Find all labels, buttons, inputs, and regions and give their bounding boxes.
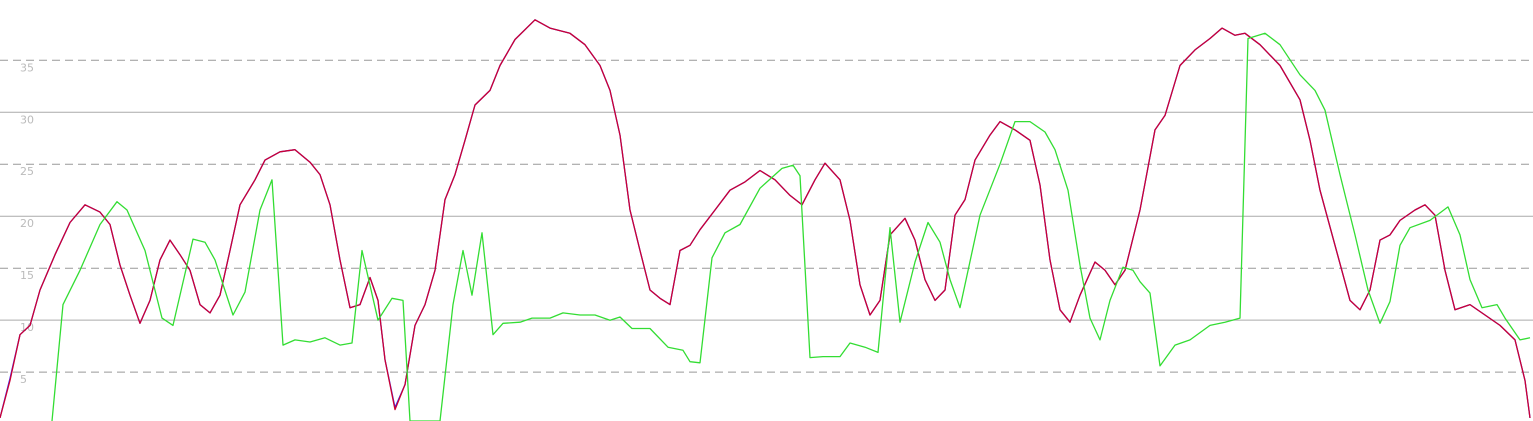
y-tick-label: 35	[20, 61, 34, 74]
series-line	[51, 32, 1531, 421]
series-line	[0, 19, 1531, 419]
y-tick-label: 20	[20, 217, 34, 230]
y-tick-label: 30	[20, 113, 34, 126]
series-line	[0, 19, 1531, 419]
y-tick-label: 25	[20, 165, 34, 178]
y-tick-label: 5	[20, 373, 27, 386]
y-tick-label: 15	[20, 269, 34, 282]
